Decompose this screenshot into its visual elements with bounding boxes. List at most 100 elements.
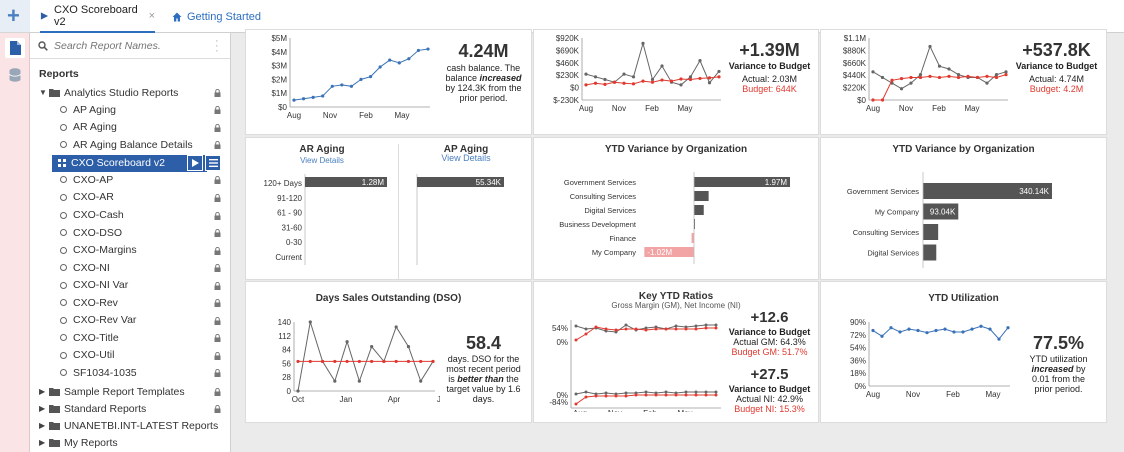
y-tick-label: 112 xyxy=(278,332,291,341)
data-point xyxy=(406,359,411,364)
data-point xyxy=(388,58,392,62)
y-tick-label: $660K xyxy=(843,59,867,68)
data-point xyxy=(714,323,718,327)
y-tick-label: 0 xyxy=(287,387,292,396)
search-input[interactable] xyxy=(54,39,204,52)
aging-category-label: 61 - 90 xyxy=(277,209,302,218)
data-point xyxy=(397,61,401,65)
revenue-note: Variance to Budget Actual: 2.03M Budget:… xyxy=(722,61,817,94)
tab-cxo-scoreboard[interactable]: CXO Scoreboard v2 × xyxy=(40,0,155,33)
data-point xyxy=(961,330,965,334)
tree-item[interactable]: CXO-AR xyxy=(30,189,230,206)
data-point xyxy=(997,337,1001,341)
ar-view-details-link[interactable]: View Details xyxy=(300,156,344,165)
reports-nav-button[interactable] xyxy=(5,38,25,58)
run-report-button[interactable] xyxy=(187,154,203,171)
report-circle-icon xyxy=(60,193,67,201)
data-point xyxy=(909,75,913,80)
data-point xyxy=(674,393,678,397)
close-tab-icon[interactable]: × xyxy=(148,9,155,22)
tree-item[interactable]: AP Aging xyxy=(30,101,230,118)
tree-item[interactable]: CXO-DSO xyxy=(30,224,230,241)
ni-ratio-note: Variance to Budget Actual NI: 42.9% Budg… xyxy=(722,384,817,414)
data-point xyxy=(704,326,708,330)
caret-right-icon: ▶ xyxy=(39,438,46,447)
y-tick-label: $2M xyxy=(271,75,287,84)
tree-item[interactable]: AR Aging xyxy=(30,119,230,136)
x-tick-label: Nov xyxy=(608,409,622,412)
data-point xyxy=(704,390,708,394)
reports-heading: Reports xyxy=(39,68,79,80)
revenue-card: $920K $690K $460K $230K $0 $-230K Aug Nov Feb May… xyxy=(533,29,819,135)
tree-item[interactable]: SF1034-1035 xyxy=(30,364,230,381)
data-point xyxy=(871,70,875,74)
data-point xyxy=(614,394,618,398)
org-bar xyxy=(694,205,704,215)
dso-note-3b: better than xyxy=(457,374,504,384)
utilization-title: YTD Utilization xyxy=(928,293,999,304)
y-tick-label: $230K xyxy=(556,71,580,80)
revenue-actual: Actual: 2.03M xyxy=(741,74,798,84)
ar-bar xyxy=(305,177,387,187)
report-menu-button[interactable] xyxy=(205,154,221,171)
tree-item[interactable]: CXO-NI Var xyxy=(30,277,230,294)
play-icon xyxy=(40,11,49,20)
data-point xyxy=(934,328,938,333)
data-point xyxy=(584,327,588,331)
data-point xyxy=(370,345,374,349)
ar-bar-label: 1.28M xyxy=(362,178,385,187)
plus-icon: + xyxy=(7,3,20,28)
data-point xyxy=(985,81,989,85)
tree-item[interactable]: AR Aging Balance Details xyxy=(30,136,230,153)
tree-folder[interactable]: ▶ Sample Report Templates xyxy=(30,383,230,400)
tree-folder[interactable]: ▶ UNANETBI.INT-LATEST Reports xyxy=(30,417,230,434)
gm-y-label: 54% xyxy=(552,324,568,333)
data-point xyxy=(979,324,983,328)
lock-icon xyxy=(214,228,221,238)
revenue-budget: Budget: 644K xyxy=(742,84,797,94)
org-bar xyxy=(923,244,937,261)
data-point xyxy=(871,328,875,333)
tree-item-label: SF1034-1035 xyxy=(73,366,137,379)
tree-item-label: CXO-NI Var xyxy=(73,279,129,292)
data-point xyxy=(584,332,588,336)
tree-item[interactable]: CXO-Util xyxy=(30,347,230,364)
tree-item[interactable]: CXO-AP xyxy=(30,171,230,188)
cash-note-2b: increased xyxy=(479,73,522,83)
y-tick-label: $220K xyxy=(843,84,867,93)
tree-folder-analytics-studio[interactable]: ▼ Analytics Studio Reports xyxy=(30,84,230,101)
folder-icon xyxy=(49,439,60,447)
tree-item-selected[interactable]: CXO Scoreboard v2 xyxy=(52,154,207,172)
tree-item[interactable]: CXO-Rev Var xyxy=(30,312,230,329)
report-circle-icon xyxy=(60,106,67,114)
ratios-subtitle: Gross Margin (GM), Net Income (NI) xyxy=(611,301,741,310)
y-tick-label: 56 xyxy=(282,359,291,368)
data-point xyxy=(321,94,325,98)
data-point xyxy=(333,379,337,383)
tree-item[interactable]: CXO-Margins xyxy=(30,242,230,259)
tree-item[interactable]: CXO-Title xyxy=(30,329,230,346)
tree-item[interactable]: CXO-Cash xyxy=(30,207,230,224)
add-button[interactable]: + xyxy=(0,0,30,33)
tree-item[interactable]: CXO-NI xyxy=(30,259,230,276)
kebab-menu-icon[interactable]: · · · xyxy=(215,35,219,57)
tree-item-label: CXO-Title xyxy=(73,331,119,344)
lock-icon xyxy=(214,316,221,325)
revenue-variance-title: Variance to Budget xyxy=(728,61,811,71)
data-nav-button[interactable] xyxy=(5,65,25,85)
tab-getting-started[interactable]: Getting Started xyxy=(172,0,261,33)
document-icon xyxy=(10,41,21,55)
data-point xyxy=(674,324,678,328)
tree-folder[interactable]: ▶ My Reports xyxy=(30,434,230,451)
ap-view-details-link[interactable]: View Details xyxy=(441,153,491,163)
aging-category-label: 31-60 xyxy=(282,223,303,232)
lock-icon xyxy=(214,387,221,396)
tree-folder[interactable]: ▶ Standard Reports xyxy=(30,400,230,417)
series-line xyxy=(872,325,1009,340)
tree-folder-label: Analytics Studio Reports xyxy=(64,86,179,99)
data-point xyxy=(594,325,598,329)
caret-right-icon: ▶ xyxy=(39,387,46,396)
data-point xyxy=(694,393,698,397)
tree-item[interactable]: CXO-Rev xyxy=(30,294,230,311)
